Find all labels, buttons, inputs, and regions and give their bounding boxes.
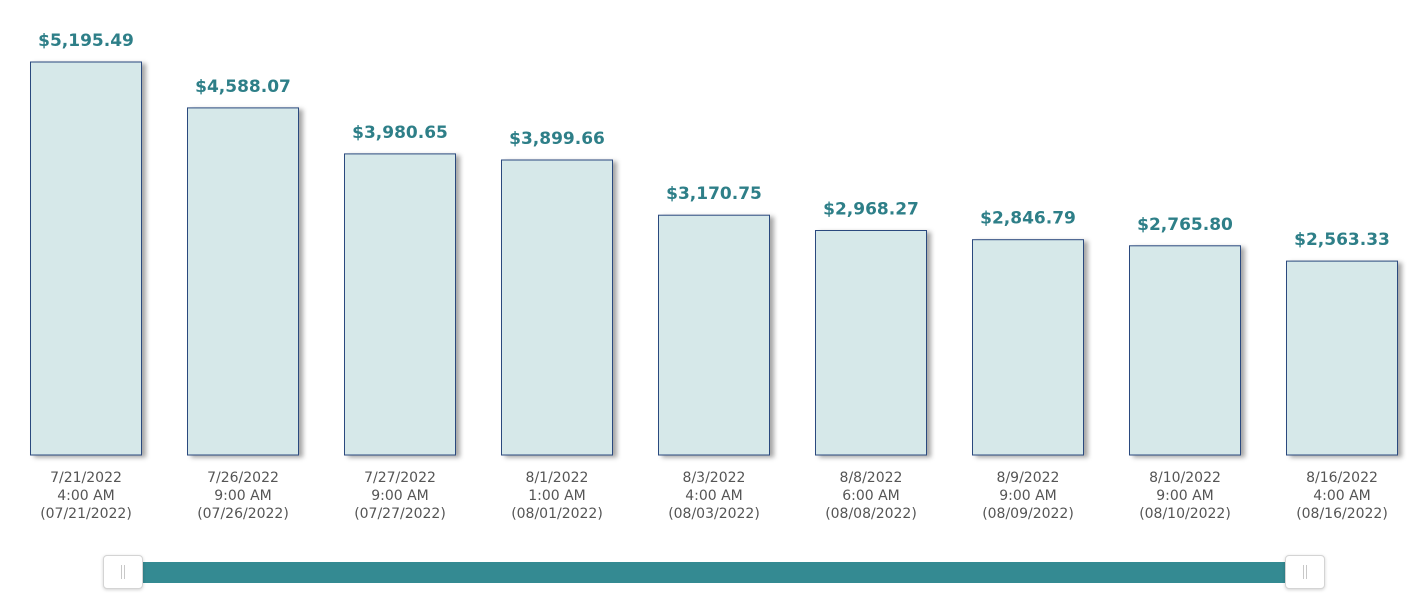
bar-value-label: $3,980.65 — [352, 123, 448, 143]
bar-value-label: $4,588.07 — [195, 77, 291, 97]
grip-icon — [1303, 565, 1307, 579]
bar-value-label: $3,170.75 — [666, 184, 762, 204]
bar-value-label: $2,846.79 — [980, 209, 1076, 229]
category-labels-layer: 7/21/2022 4:00 AM (07/21/2022) 7/26/2022 9:0… — [40, 470, 1388, 522]
bar-value-label: $2,968.27 — [823, 200, 919, 220]
x-tick-label: 8/3/2022 4:00 AM (08/03/2022) — [668, 470, 760, 522]
range-slider-left-handle[interactable] — [103, 555, 143, 589]
x-tick-label: 7/26/2022 9:00 AM (07/26/2022) — [197, 470, 289, 522]
bar-value-label: $2,765.80 — [1137, 215, 1233, 235]
bar[interactable] — [1129, 245, 1241, 456]
x-tick-label: 8/10/2022 9:00 AM (08/10/2022) — [1139, 470, 1231, 522]
bars-layer — [30, 61, 1398, 456]
x-tick-label: 8/1/2022 1:00 AM (08/01/2022) — [511, 470, 603, 522]
bar-chart: $5,195.49 $4,588.07 $3,980.65 $3,899.66 $3,1… — [30, 31, 1398, 522]
x-tick-label: 8/8/2022 6:00 AM (08/08/2022) — [825, 470, 917, 522]
range-slider-track[interactable] — [141, 562, 1287, 583]
bar[interactable] — [815, 230, 927, 456]
bar[interactable] — [344, 153, 456, 456]
bar-value-label: $2,563.33 — [1294, 230, 1390, 250]
value-labels-layer: $5,195.49 $4,588.07 $3,980.65 $3,899.66 $3,1… — [38, 31, 1390, 250]
bar[interactable] — [972, 239, 1084, 456]
bar[interactable] — [1286, 260, 1398, 456]
bar[interactable] — [187, 107, 299, 456]
bar-value-label: $5,195.49 — [38, 31, 134, 51]
range-slider[interactable] — [103, 555, 1325, 589]
x-tick-label: 8/16/2022 4:00 AM (08/16/2022) — [1296, 470, 1388, 522]
x-tick-label: 7/27/2022 9:00 AM (07/27/2022) — [354, 470, 446, 522]
bar[interactable] — [658, 214, 770, 456]
bar[interactable] — [30, 61, 142, 456]
range-slider-right-handle[interactable] — [1285, 555, 1325, 589]
bar[interactable] — [501, 159, 613, 456]
x-tick-label: 7/21/2022 4:00 AM (07/21/2022) — [40, 470, 132, 522]
grip-icon — [121, 565, 125, 579]
bar-value-label: $3,899.66 — [509, 129, 605, 149]
x-tick-label: 8/9/2022 9:00 AM (08/09/2022) — [982, 470, 1074, 522]
